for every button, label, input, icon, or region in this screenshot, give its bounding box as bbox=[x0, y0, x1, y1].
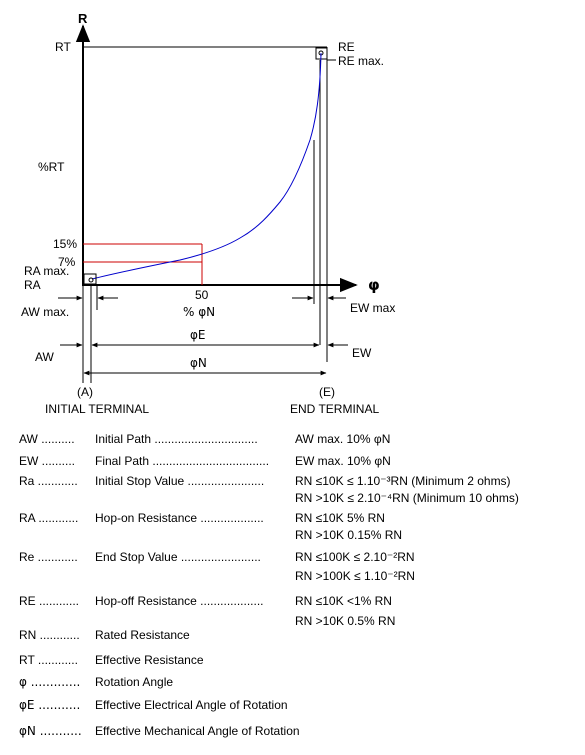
legend-value: EW max. 10% φN bbox=[295, 454, 391, 468]
tick-50-label: 50 bbox=[195, 288, 209, 302]
re-max-label: RE max. bbox=[338, 54, 384, 68]
resistance-curve bbox=[91, 52, 322, 280]
legend-name: Rotation Angle bbox=[95, 675, 174, 689]
legend-name: Initial Path ...........................… bbox=[95, 432, 258, 446]
legend-value: AW max. 10% φN bbox=[295, 432, 391, 446]
ra-max-label: RA max. bbox=[24, 264, 69, 278]
legend-abbr: RE ............ bbox=[19, 594, 80, 608]
legend-value: RN >10K ≤ 2.10⁻⁴RN (Minimum 10 ohms) bbox=[295, 491, 519, 505]
initial-stop-dot bbox=[88, 277, 94, 283]
ew-max-label: EW max bbox=[350, 301, 395, 315]
pct-phin-label: % φN bbox=[183, 305, 215, 319]
legend-abbr: φN ........... bbox=[19, 724, 82, 738]
pct15-label: 15% bbox=[53, 237, 77, 251]
legend-abbr: RA ............ bbox=[19, 511, 79, 525]
legend-name: End Stop Value ........................ bbox=[95, 550, 261, 564]
legend-value: RN ≤100K ≤ 2.10⁻²RN bbox=[295, 550, 415, 564]
legend-abbr: Re ............ bbox=[19, 550, 78, 564]
legend-name: Effective Mechanical Angle of Rotation bbox=[95, 724, 300, 738]
phie-label: φE bbox=[190, 328, 206, 342]
a-label: (A) bbox=[77, 385, 93, 399]
x-axis-label: φ bbox=[368, 276, 380, 294]
legend-name: Initial Stop Value .....................… bbox=[95, 474, 265, 488]
re-label: RE bbox=[338, 40, 355, 54]
legend-value: RN >100K ≤ 1.10⁻²RN bbox=[295, 569, 415, 583]
initial-stop-marker bbox=[83, 273, 97, 285]
legend-value: RN ≤10K 5% RN bbox=[295, 511, 385, 525]
legend-value: RN ≤10K ≤ 1.10⁻³RN (Minimum 2 ohms) bbox=[295, 474, 511, 488]
legend-name: Rated Resistance bbox=[95, 628, 190, 642]
legend-name: Hop-off Resistance ................... bbox=[95, 594, 264, 608]
legend-value: RN ≤10K <1% RN bbox=[295, 594, 392, 608]
legend-name: Effective Resistance bbox=[95, 653, 204, 667]
initial-terminal-label: INITIAL TERMINAL bbox=[45, 402, 149, 416]
e-label: (E) bbox=[319, 385, 335, 399]
ew-label: EW bbox=[352, 346, 372, 360]
legend-name: Hop-on Resistance ................... bbox=[95, 511, 264, 525]
aw-max-label: AW max. bbox=[21, 305, 69, 319]
legend-value: RN >10K 0.15% RN bbox=[295, 528, 403, 542]
legend-abbr: φ ............. bbox=[19, 675, 81, 689]
end-terminal-label: END TERMINAL bbox=[290, 402, 379, 416]
legend-name: Final Path .............................… bbox=[95, 454, 270, 468]
legend-abbr: AW .......... bbox=[19, 432, 75, 446]
pct7-label: 7% bbox=[58, 255, 76, 269]
legend-abbr: EW .......... bbox=[19, 454, 76, 468]
legend-name: Effective Electrical Angle of Rotation bbox=[95, 698, 288, 712]
end-stop-marker bbox=[315, 47, 328, 60]
phin-label: φN bbox=[190, 356, 207, 370]
legend-abbr: Ra ............ bbox=[19, 474, 78, 488]
rt-label: RT bbox=[55, 40, 71, 54]
legend-abbr: RT ............ bbox=[19, 653, 78, 667]
ra-label: RA bbox=[24, 278, 41, 292]
legend-abbr: RN ............ bbox=[19, 628, 80, 642]
resistance-curve-diagram: R φ RT RE RE max. %RT 15% 7% RA max. RA … bbox=[21, 11, 395, 416]
y-axis-label: R bbox=[78, 11, 88, 26]
legend-value: RN >10K 0.5% RN bbox=[295, 614, 396, 628]
legend-abbr: φE ........... bbox=[19, 698, 81, 712]
pct-rt-label: %RT bbox=[38, 160, 65, 174]
aw-label: AW bbox=[35, 350, 55, 364]
